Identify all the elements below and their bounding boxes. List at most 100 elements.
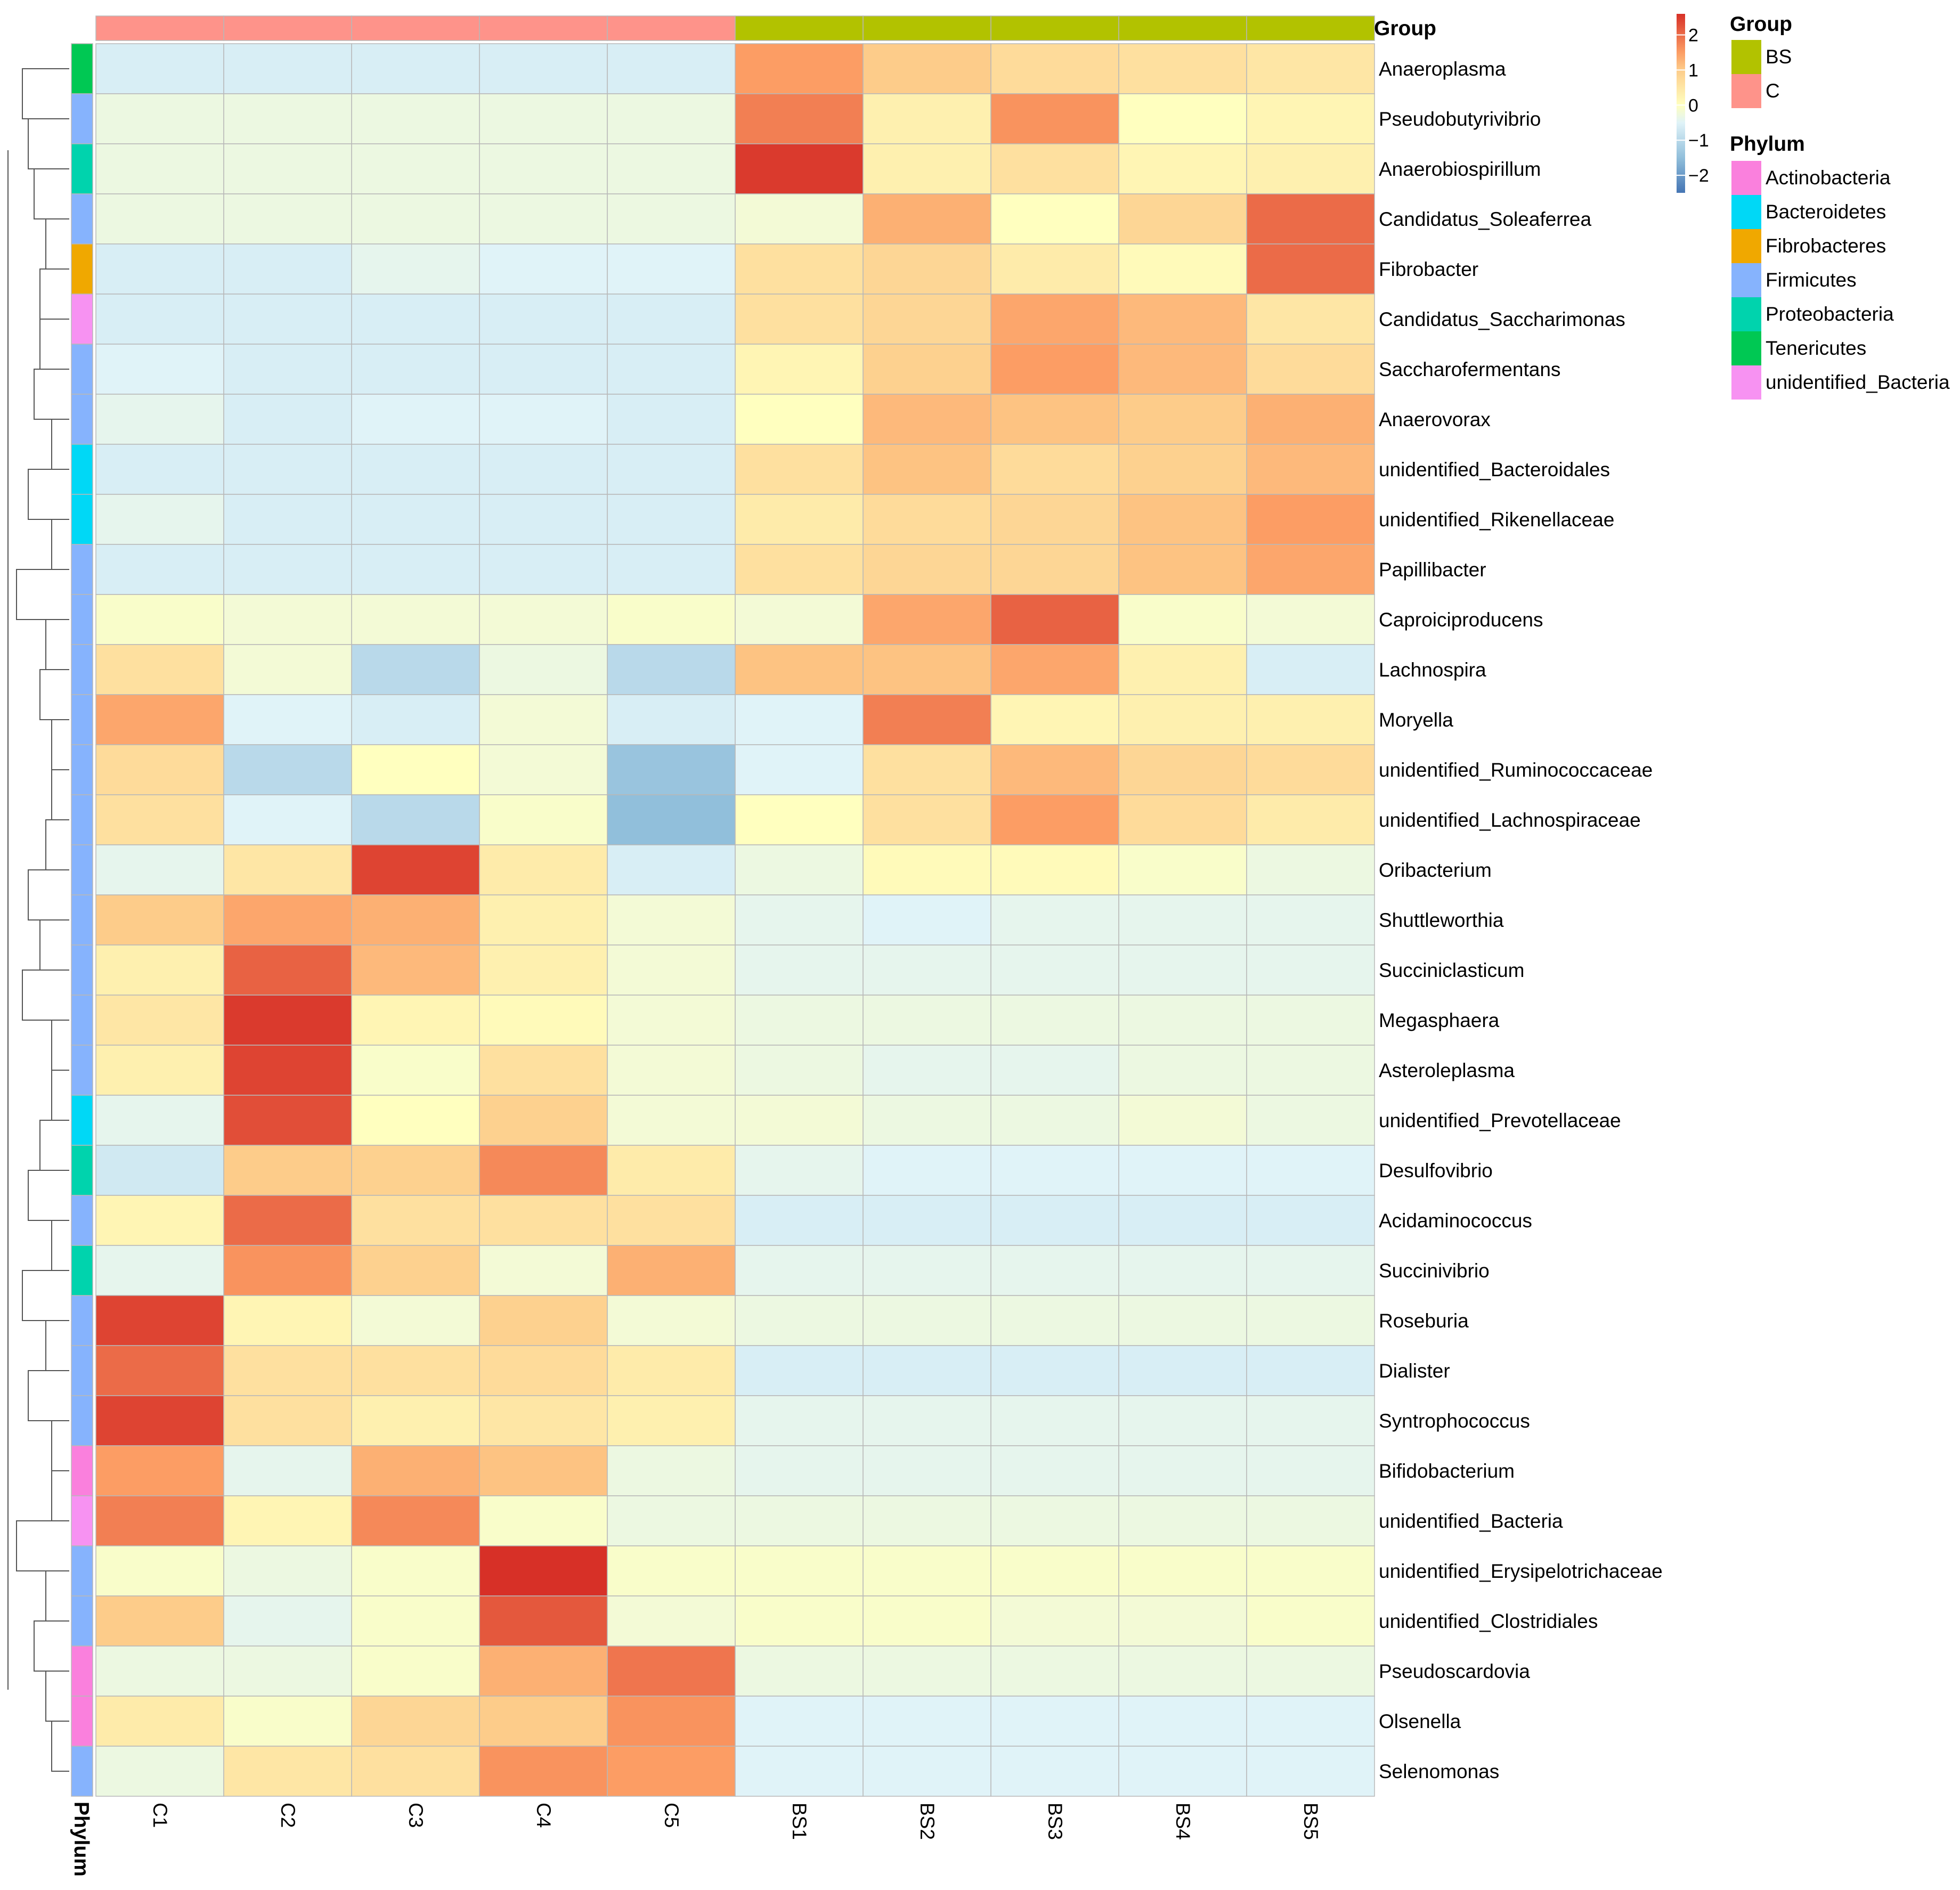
heatmap-cell (1246, 1445, 1375, 1496)
phylum-annotation-cell (71, 43, 93, 94)
heatmap-cell (351, 644, 480, 695)
heatmap-cell (351, 1195, 480, 1246)
heatmap-cell (351, 844, 480, 895)
heatmap-cell (735, 1395, 864, 1446)
phylum-annotation-cell (71, 243, 93, 295)
row-label: Papillibacter (1379, 559, 1486, 581)
heatmap-cell (95, 694, 224, 745)
color-scale-bar (1677, 14, 1685, 193)
dendrogram-branch (16, 1520, 69, 1571)
legend-swatch (1731, 74, 1761, 108)
heatmap-cell (351, 1245, 480, 1296)
legend-item-label: Firmicutes (1766, 269, 1857, 291)
heatmap-cell (1118, 1095, 1247, 1146)
heatmap-cell (863, 294, 991, 345)
heatmap-cell (95, 995, 224, 1046)
heatmap-cell (990, 394, 1119, 445)
heatmap-cell (607, 894, 736, 946)
heatmap-cell (863, 1045, 991, 1096)
heatmap-cell (1118, 594, 1247, 645)
phylum-annotation-cell (71, 344, 93, 395)
heatmap-cell (607, 1445, 736, 1496)
row-label: Megasphaera (1379, 1009, 1500, 1031)
heatmap-cell (1246, 594, 1375, 645)
dendrogram-branch (28, 1370, 69, 1421)
column-label: C5 (661, 1803, 682, 1828)
heatmap-cell (1246, 644, 1375, 695)
row-label: Pseudoscardovia (1379, 1660, 1530, 1682)
heatmap-cells (95, 43, 1375, 1797)
heatmap-cell (990, 694, 1119, 745)
heatmap-cell (990, 494, 1119, 545)
heatmap-cell (223, 694, 352, 745)
heatmap-cell (990, 844, 1119, 895)
heatmap-cell (95, 243, 224, 295)
heatmap-cell (1118, 1445, 1247, 1496)
phylum-annotation-cell (71, 794, 93, 845)
heatmap-cell (351, 394, 480, 445)
dendrogram-branch (28, 1170, 69, 1221)
heatmap-cell (95, 644, 224, 695)
heatmap-cell (863, 1295, 991, 1346)
heatmap-cell (95, 1345, 224, 1396)
heatmap-cell (1246, 294, 1375, 345)
phylum-annotation-cell (71, 544, 93, 595)
heatmap-cell (863, 1445, 991, 1496)
heatmap-cell (351, 694, 480, 745)
heatmap-cell (95, 1746, 224, 1797)
heatmap-cell (735, 544, 864, 595)
heatmap-cell (863, 1696, 991, 1747)
heatmap-cell (479, 544, 608, 595)
heatmap-cell (863, 243, 991, 295)
phylum-annotation-cell (71, 294, 93, 345)
row-label: unidentified_Prevotellaceae (1379, 1110, 1621, 1131)
heatmap-cell (735, 344, 864, 395)
heatmap-cell (863, 1145, 991, 1196)
legend-item-label: C (1766, 80, 1780, 102)
heatmap-cell (607, 294, 736, 345)
heatmap-cell (1246, 344, 1375, 395)
column-label: BS2 (916, 1803, 938, 1840)
heatmap-cell (990, 93, 1119, 144)
heatmap-cell (735, 1045, 864, 1096)
phylum-annotation-cell (71, 1545, 93, 1596)
heatmap-cell (990, 1595, 1119, 1647)
heatmap-cell (1246, 1595, 1375, 1647)
group-annotation-cell (351, 15, 480, 41)
phylum-annotation-cell (71, 444, 93, 495)
legend-item-label: Actinobacteria (1766, 167, 1891, 189)
heatmap-cell (607, 43, 736, 94)
row-label: Candidatus_Soleaferrea (1379, 208, 1591, 230)
heatmap-cell (607, 694, 736, 745)
heatmap-cell (1246, 1696, 1375, 1747)
heatmap-cell (95, 93, 224, 144)
phylum-annotation-cell (71, 143, 93, 194)
heatmap-cell (607, 394, 736, 445)
phylum-annotation-cell (71, 1746, 93, 1797)
heatmap-cell (95, 1445, 224, 1496)
heatmap-cell (223, 1696, 352, 1747)
heatmap-cell (1246, 43, 1375, 94)
heatmap-cell (1118, 1545, 1247, 1596)
heatmap-cell (223, 1045, 352, 1096)
heatmap-cell (223, 294, 352, 345)
heatmap-cell (607, 1645, 736, 1697)
heatmap-cell (95, 794, 224, 845)
heatmap-cell (479, 394, 608, 445)
heatmap-cell (607, 744, 736, 795)
heatmap-cell (1118, 143, 1247, 194)
heatmap-cell (607, 794, 736, 845)
heatmap-cell (95, 1645, 224, 1697)
heatmap-cell (990, 1045, 1119, 1096)
heatmap-cell (351, 1645, 480, 1697)
heatmap-cell (863, 1095, 991, 1146)
row-label: Acidaminococcus (1379, 1210, 1532, 1232)
heatmap-cell (1246, 494, 1375, 545)
heatmap-cell (607, 1595, 736, 1647)
group-annotation-label: Group (1374, 17, 1436, 40)
heatmap-cell (351, 1445, 480, 1496)
phylum-annotation-cell (71, 1195, 93, 1246)
heatmap-cell (990, 544, 1119, 595)
heatmap-cell (351, 1746, 480, 1797)
heatmap-cell (479, 93, 608, 144)
